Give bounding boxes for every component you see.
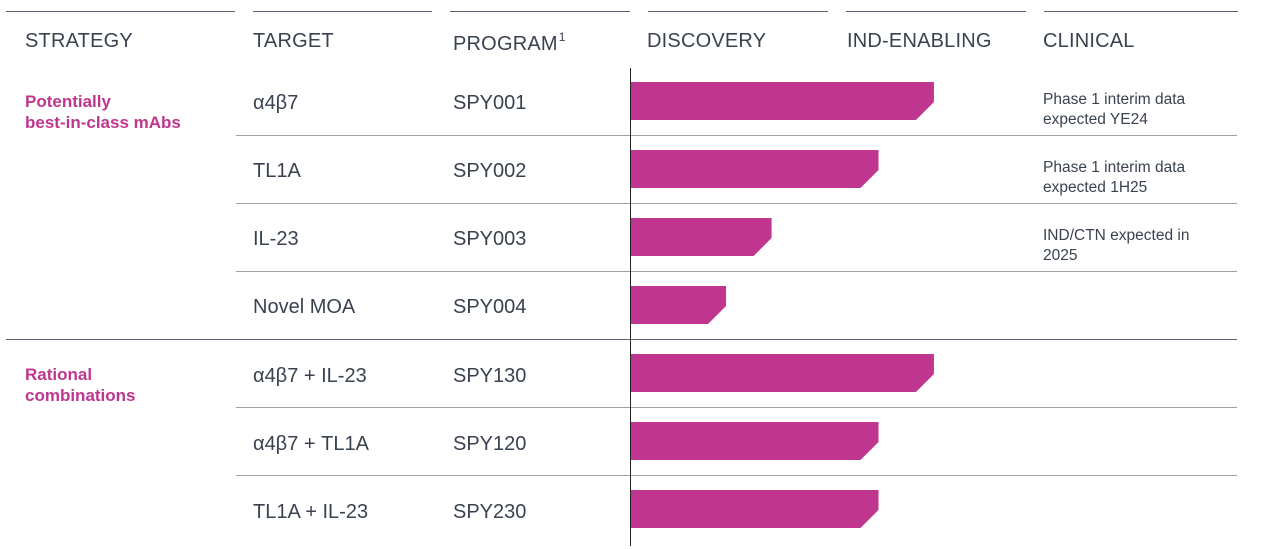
progress-bar-spy230	[631, 490, 879, 528]
row-target: α4β7 + TL1A	[253, 433, 369, 455]
strategy-label-combinations: Rational combinations	[25, 365, 136, 405]
row-target: α4β7 + IL-23	[253, 365, 367, 387]
row-separator	[236, 271, 1237, 272]
row-separator	[236, 135, 1237, 136]
header-program: PROGRAM1	[453, 30, 566, 56]
row-target: TL1A + IL-23	[253, 501, 369, 523]
header-clinical: CLINICAL	[1043, 30, 1135, 52]
row-target: Novel MOA	[253, 296, 356, 318]
header-rule-strategy	[6, 11, 235, 12]
row-program: SPY001	[453, 92, 527, 114]
group-separator	[6, 339, 1237, 340]
row-program: SPY003	[453, 228, 527, 250]
row-separator	[236, 407, 1237, 408]
row-program: SPY002	[453, 160, 527, 182]
header-rule-ind-enabling	[846, 11, 1026, 12]
progress-bar-spy002	[631, 150, 879, 188]
row-target: IL-23	[253, 228, 299, 250]
row-program: SPY230	[453, 501, 527, 523]
progress-bar-spy004	[631, 286, 727, 324]
row-separator	[236, 203, 1237, 204]
row-program: SPY004	[453, 296, 527, 318]
progress-bar-spy003	[631, 218, 772, 256]
strategy-label-mabs: Potentially best-in-class mAbs	[25, 92, 181, 132]
row-program: SPY130	[453, 365, 527, 387]
progress-bar-spy001	[631, 82, 934, 120]
header-rule-clinical	[1044, 11, 1238, 12]
row-program: SPY120	[453, 433, 527, 455]
header-rule-program	[450, 11, 630, 12]
header-rule-discovery	[648, 11, 828, 12]
row-target: α4β7	[253, 92, 299, 114]
header-discovery: DISCOVERY	[647, 30, 767, 52]
progress-bar-spy130	[631, 354, 934, 392]
row-target: TL1A	[253, 160, 301, 182]
row-clinical-note: Phase 1 interim data expected 1H25	[1043, 159, 1186, 196]
row-clinical-note: Phase 1 interim data expected YE24	[1043, 91, 1186, 128]
header-program-label: PROGRAM	[453, 33, 558, 55]
progress-bar-spy120	[631, 422, 879, 460]
header-program-footnote: 1	[558, 30, 566, 44]
row-separator	[236, 475, 1237, 476]
row-clinical-note: IND/CTN expected in 2025	[1043, 227, 1190, 264]
header-rule-target	[253, 11, 432, 12]
header-ind-enabling: IND-ENABLING	[847, 30, 992, 52]
header-strategy: STRATEGY	[25, 30, 133, 52]
stage-axis-line	[630, 68, 631, 546]
header-target: TARGET	[253, 30, 334, 52]
